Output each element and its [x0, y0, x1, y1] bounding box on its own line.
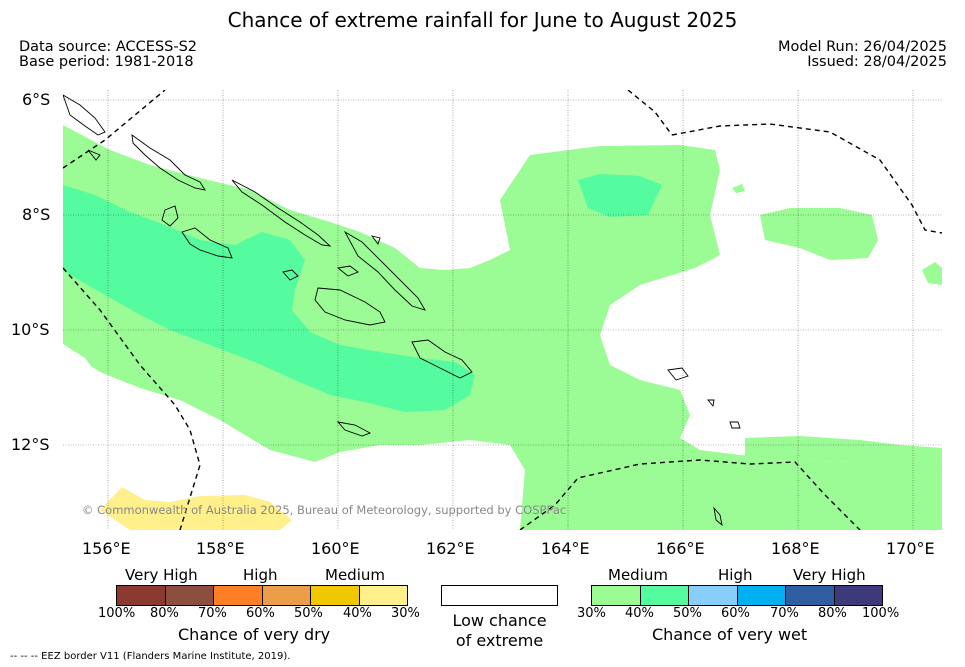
lon-label-156e: 156°E: [82, 539, 131, 558]
dry-swatch-2: [165, 586, 214, 605]
eez-border-ne-b: [671, 123, 942, 234]
eez-footnote: -- -- -- EEZ border V11 (Flanders Marine…: [10, 651, 291, 662]
islet-png2: [87, 149, 101, 161]
graticule: [63, 90, 942, 530]
wet-medium-area-east2: [922, 262, 942, 285]
eez-border-south: [519, 459, 861, 530]
dry-colorbar: [116, 585, 408, 606]
wet-tick-50: 50%: [673, 606, 702, 621]
wet-tick-40: 40%: [625, 606, 654, 621]
lon-label-168e: 168°E: [771, 539, 820, 558]
wet-tick-30: 30%: [577, 606, 606, 621]
lon-label-160e: 160°E: [311, 539, 360, 558]
bougainville-coast: [131, 134, 206, 191]
lon-label-166e: 166°E: [656, 539, 705, 558]
eez-border-ne-a: [627, 90, 673, 136]
makira-coast: [411, 339, 473, 379]
low-chance-title: Low chance of extreme: [441, 611, 558, 651]
eez-borders: [63, 90, 942, 530]
eez-border-north: [63, 90, 166, 169]
dry-legend-title: Chance of very dry: [178, 625, 331, 644]
lon-label-170e: 170°E: [886, 539, 935, 558]
wet-cat-very-high: Very High: [793, 566, 866, 584]
islet-vanuatu: [707, 399, 741, 429]
wet-tick-70: 70%: [770, 606, 799, 621]
low-chance-swatch: [441, 585, 558, 606]
wet-swatch-5: [786, 586, 835, 605]
wet-tick-100: 100%: [862, 606, 900, 621]
wet-medium-area-small: [732, 184, 745, 193]
wet-colorbar: [591, 585, 883, 606]
guadalcanal-coast: [314, 287, 386, 326]
wet-cat-high: High: [718, 566, 753, 584]
dry-cat-high: High: [243, 566, 278, 584]
dry-swatch-6: [359, 586, 407, 605]
data-source-info: Data source: ACCESS-S2 Base period: 1981…: [19, 40, 197, 70]
dry-medium-area: [100, 487, 292, 530]
dry-tick-80: 80%: [150, 606, 179, 621]
wet-swatch-6: [834, 586, 882, 605]
lon-label-162e: 162°E: [426, 539, 475, 558]
map-title: Chance of extreme rainfall for June to A…: [227, 8, 738, 32]
choiseul-coast: [231, 179, 332, 247]
dry-tick-70: 70%: [198, 606, 227, 621]
wet-cat-medium: Medium: [608, 566, 668, 584]
dry-tick-40: 40%: [343, 606, 372, 621]
wet-swatch-3: [689, 586, 738, 605]
data-source-text: Data source: ACCESS-S2: [19, 39, 198, 55]
dry-swatch-4: [262, 586, 311, 605]
islet-rennell: [336, 421, 372, 437]
lat-label-8s: 8°S: [22, 205, 51, 224]
wet-tick-60: 60%: [721, 606, 750, 621]
dry-tick-50: 50%: [294, 606, 323, 621]
wet-swatch-1: [592, 586, 641, 605]
wet-swatch-2: [640, 586, 689, 605]
dry-swatch-3: [214, 586, 263, 605]
dry-tick-100: 100%: [98, 606, 136, 621]
islet-east: [667, 367, 689, 381]
copyright-credit: © Commonwealth of Australia 2025, Bureau…: [82, 503, 567, 517]
dry-cat-medium: Medium: [325, 566, 385, 584]
santa-isabel-coast: [343, 230, 426, 311]
model-run-text: Model Run: 26/04/2025: [777, 39, 947, 55]
islet-south: [713, 506, 723, 527]
eez-border-west: [63, 267, 201, 530]
wet-medium-area-west: [63, 125, 942, 530]
lon-label-158e: 158°E: [196, 539, 245, 558]
wet-high-area: [63, 185, 475, 412]
wet-tick-80: 80%: [818, 606, 847, 621]
base-period-text: Base period: 1981-2018: [19, 54, 194, 70]
dry-tick-30: 30%: [391, 606, 420, 621]
issued-text: Issued: 28/04/2025: [807, 54, 947, 70]
islet-malaita-n: [370, 235, 381, 245]
wet-medium-area-coast: [745, 436, 942, 470]
dry-cat-very-high: Very High: [125, 566, 198, 584]
wet-medium-area-east: [760, 208, 878, 260]
islet-png: [63, 94, 106, 136]
lat-label-6s: 6°S: [22, 90, 51, 109]
lon-label-164e: 164°E: [541, 539, 590, 558]
lat-label-12s: 12°S: [11, 435, 50, 454]
dry-tick-60: 60%: [246, 606, 275, 621]
coastlines: [63, 94, 741, 527]
wet-high-area-north: [578, 174, 662, 217]
dry-swatch-1: [117, 586, 166, 605]
map-panel: [63, 90, 942, 530]
wet-legend-title: Chance of very wet: [652, 625, 808, 644]
low-chance-area-west: [63, 344, 98, 425]
dry-swatch-5: [311, 586, 360, 605]
new-georgia-coast: [161, 205, 233, 259]
lat-label-10s: 10°S: [11, 320, 50, 339]
model-run-info: Model Run: 26/04/2025 Issued: 28/04/2025: [778, 40, 947, 70]
wet-swatch-4: [737, 586, 786, 605]
islet-florida: [336, 265, 359, 277]
low-chance-line2: of extreme: [455, 631, 544, 650]
islet-russell: [282, 269, 299, 281]
low-chance-line1: Low chance: [452, 611, 547, 630]
